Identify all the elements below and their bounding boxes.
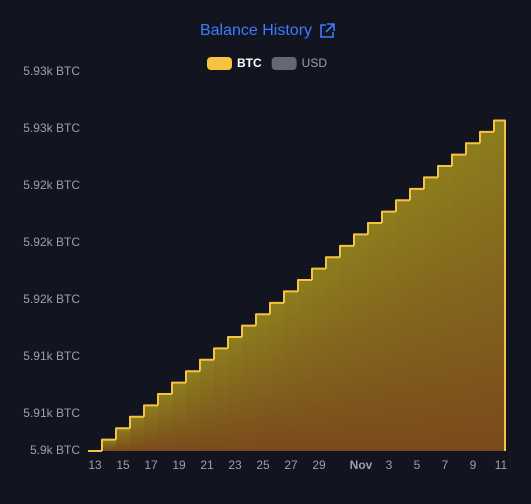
area-step bbox=[340, 245, 355, 451]
x-tick-label: 17 bbox=[144, 458, 158, 472]
step-line bbox=[311, 267, 326, 281]
external-link-icon[interactable] bbox=[320, 23, 335, 38]
step-line bbox=[115, 427, 130, 440]
area-step bbox=[466, 143, 481, 451]
step-line bbox=[493, 119, 506, 451]
step-line bbox=[395, 199, 410, 212]
area-step bbox=[410, 188, 425, 451]
area-step bbox=[144, 405, 159, 451]
title-group[interactable]: Balance History bbox=[200, 22, 335, 39]
step-line bbox=[129, 415, 144, 429]
y-tick-label: 5.91k BTC bbox=[23, 349, 80, 363]
x-tick-label: 19 bbox=[172, 458, 186, 472]
step-line bbox=[185, 370, 200, 383]
legend-swatch[interactable] bbox=[271, 57, 297, 70]
step-line bbox=[199, 358, 214, 372]
area-step bbox=[298, 280, 313, 451]
y-tick-label: 5.9k BTC bbox=[30, 443, 80, 457]
x-tick-label: 23 bbox=[228, 458, 242, 472]
x-tick-label: 27 bbox=[284, 458, 298, 472]
y-tick-label: 5.92k BTC bbox=[23, 178, 80, 192]
series-btc bbox=[88, 119, 506, 452]
step-line bbox=[255, 313, 270, 326]
x-tick-label: 5 bbox=[414, 458, 421, 472]
x-tick-label: 15 bbox=[116, 458, 130, 472]
area-step bbox=[242, 325, 257, 451]
area-step bbox=[480, 131, 495, 451]
step-line bbox=[101, 438, 116, 451]
area-step bbox=[116, 428, 131, 451]
step-line bbox=[451, 153, 466, 167]
chart-title[interactable]: Balance History bbox=[200, 22, 312, 39]
area-step bbox=[158, 394, 173, 451]
area-step bbox=[424, 177, 439, 451]
y-tick-label: 5.92k BTC bbox=[23, 235, 80, 249]
area-step bbox=[494, 120, 505, 452]
area-step bbox=[312, 268, 327, 451]
area-step bbox=[354, 234, 369, 451]
legend-item[interactable]: USD bbox=[271, 56, 328, 70]
area-step bbox=[130, 416, 145, 451]
step-line bbox=[283, 290, 298, 303]
plot-area: 5.9k BTC 5.91k BTC 5.91k BTC 5.92k BTC 5.92k… bbox=[23, 64, 507, 472]
area-step bbox=[368, 223, 383, 451]
legend: BTC USD bbox=[207, 56, 327, 70]
area-step bbox=[228, 337, 243, 451]
x-tick-label: 7 bbox=[442, 458, 449, 472]
x-tick-label: 11 bbox=[495, 458, 508, 472]
legend-label[interactable]: BTC bbox=[237, 56, 262, 70]
legend-label[interactable]: USD bbox=[302, 56, 328, 70]
step-line bbox=[381, 210, 396, 224]
step-line bbox=[143, 404, 158, 417]
area-step bbox=[102, 439, 117, 451]
step-line bbox=[465, 142, 480, 155]
step-line bbox=[269, 301, 284, 315]
area-step bbox=[256, 314, 271, 451]
step-line bbox=[325, 256, 340, 269]
step-line bbox=[227, 336, 242, 349]
x-tick-label: 25 bbox=[256, 458, 270, 472]
step-line bbox=[339, 244, 354, 258]
step-line bbox=[171, 381, 186, 395]
area-step bbox=[284, 291, 299, 451]
x-tick-label: 9 bbox=[470, 458, 477, 472]
step-line bbox=[409, 187, 424, 201]
x-tick-label: 3 bbox=[386, 458, 393, 472]
legend-item[interactable]: BTC bbox=[207, 56, 262, 70]
area-step bbox=[326, 257, 341, 451]
step-line bbox=[213, 347, 228, 360]
step-line bbox=[241, 324, 256, 338]
area-step bbox=[200, 359, 215, 451]
area-step bbox=[186, 371, 201, 451]
y-tick-label: 5.91k BTC bbox=[23, 406, 80, 420]
x-tick-label: 21 bbox=[200, 458, 214, 472]
step-line bbox=[157, 393, 172, 406]
x-tick-label: 13 bbox=[88, 458, 102, 472]
area-step bbox=[270, 302, 285, 451]
area-step bbox=[396, 200, 411, 451]
area-step bbox=[438, 166, 453, 451]
y-tick-label: 5.93k BTC bbox=[23, 121, 80, 135]
y-tick-label: 5.92k BTC bbox=[23, 292, 80, 306]
icon-box bbox=[320, 24, 334, 38]
x-tick-label: Nov bbox=[350, 458, 373, 472]
step-line bbox=[479, 130, 494, 144]
area-step bbox=[452, 154, 467, 451]
y-tick-label: 5.93k BTC bbox=[23, 64, 80, 78]
area-step bbox=[214, 348, 229, 451]
area-step bbox=[382, 211, 397, 451]
step-line bbox=[437, 165, 452, 178]
icon-arrow bbox=[325, 23, 335, 33]
step-line bbox=[297, 279, 312, 292]
area-step bbox=[172, 382, 187, 451]
x-tick-label: 29 bbox=[312, 458, 326, 472]
step-line bbox=[423, 176, 438, 189]
legend-swatch[interactable] bbox=[207, 57, 232, 70]
step-line bbox=[353, 233, 368, 246]
step-line bbox=[367, 222, 382, 235]
